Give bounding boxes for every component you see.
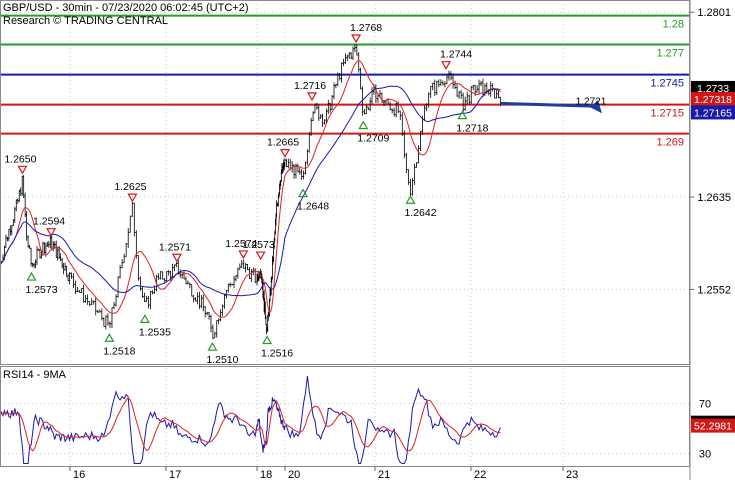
price-tag-box [691, 92, 735, 107]
price-tag-label: 1.2733 [697, 83, 729, 95]
swing-low-marker [297, 188, 309, 198]
chart-grid [0, 0, 690, 466]
swing-low-label: 1.2510 [206, 354, 238, 366]
swing-low-label: 1.2709 [357, 133, 389, 145]
fast-moving-average [0, 59, 501, 318]
swing-high-label: 1.2571 [159, 241, 191, 253]
swing-low-label: 1.2516 [261, 347, 293, 359]
level-label-resistance: 1.28 [663, 19, 684, 31]
swing-high-marker [255, 251, 266, 261]
level-label-support: 1.269 [656, 137, 684, 149]
swing-high-label: 1.2768 [350, 22, 382, 34]
price-tick-label: 1.2635 [697, 192, 731, 204]
rsi-title: RSI14 - 9MA [3, 369, 66, 381]
swing-labels: 1.2650 1.2594 1.2573 1.2518 1.2625 1.2535 1.25… [4, 22, 488, 366]
level-label-resistance: 1.277 [656, 48, 684, 60]
x-tick-label: 22 [474, 469, 486, 480]
swing-high-marker [238, 250, 249, 260]
x-tick-label: 18 [260, 469, 272, 480]
swing-high-label: 1.2574 [225, 238, 257, 250]
x-tick-label: 23 [566, 469, 578, 480]
chart-title: GBP/USD - 30min - 07/23/2020 06:02:45 (U… [3, 2, 249, 14]
swing-high-label: 1.2665 [267, 137, 299, 149]
swing-low-label: 1.2718 [456, 123, 488, 135]
swing-high-label: 1.2625 [114, 181, 146, 193]
rsi-line [0, 375, 501, 464]
swing-low-marker [405, 195, 416, 204]
swing-high-label: 1.2594 [33, 216, 65, 228]
price-tick-label: 1.2801 [697, 7, 731, 19]
swing-low-marker [262, 335, 273, 345]
swing-high-marker [279, 149, 291, 158]
x-tick-label: 17 [169, 469, 181, 480]
slow-moving-average [0, 85, 501, 297]
price-tag-label: 1.27165 [694, 107, 732, 119]
price-candles [0, 44, 502, 340]
rsi-ma-line [0, 397, 501, 452]
x-tick-label: 20 [288, 469, 300, 480]
swing-low-label: 1.2648 [297, 201, 329, 213]
price-tag-box [691, 80, 735, 95]
swing-high-marker [441, 61, 452, 70]
swing-low-marker [26, 271, 37, 281]
swing-high-marker [306, 92, 318, 102]
price-tick-label: 1.2552 [697, 284, 731, 296]
swing-low-label: 1.2518 [103, 345, 135, 357]
rsi-value-tag-label: 52.2981 [694, 421, 732, 433]
level-label-pivot: 1.2745 [650, 78, 684, 90]
forecast-arrow-head [590, 100, 602, 114]
swing-high-marker [351, 34, 362, 44]
swing-high-label: 1.2716 [294, 80, 326, 92]
main-panel-frame [0, 0, 690, 365]
rsi-panel: 703054.646552.2981 [0, 375, 735, 464]
rsi-panel-frame [0, 366, 690, 467]
swing-low-label: 1.2642 [404, 207, 436, 219]
forecast-label: 1.2721 [576, 96, 607, 107]
chart-source: Research © TRADING CENTRAL [3, 15, 168, 27]
price-tag-label: 1.27318 [694, 94, 732, 106]
swing-high-marker [127, 193, 138, 203]
forecast-arrow-shaft [500, 101, 598, 108]
swing-low-marker [207, 341, 218, 351]
swing-low-marker [139, 314, 150, 323]
moving-averages: 1.2721 [0, 59, 607, 318]
swing-high-marker [17, 165, 28, 175]
x-tick-label: 21 [378, 469, 390, 480]
swing-high-label: 1.2650 [4, 153, 36, 165]
level-label-support: 1.2715 [650, 108, 684, 120]
swing-low-label: 1.2573 [25, 284, 57, 296]
swing-low-marker [358, 120, 369, 130]
swing-high-label: 1.2744 [440, 49, 472, 61]
rsi-tick-label: 30 [699, 449, 711, 461]
price-tag-box [691, 105, 735, 120]
swing-high-label: 1.2573 [243, 239, 275, 251]
x-tick-label: 16 [73, 469, 85, 480]
swing-low-marker [104, 333, 115, 342]
swing-low-label: 1.2535 [139, 326, 171, 338]
support-resistance-levels: 1.28 1.277 1.2745 1.2715 1.269 [0, 14, 690, 149]
swing-high-marker [171, 253, 182, 263]
swing-low-marker [457, 110, 468, 120]
rsi-value-tag-box [691, 418, 735, 433]
rsi-tick-label: 70 [699, 399, 711, 411]
swing-high-marker [46, 228, 57, 237]
